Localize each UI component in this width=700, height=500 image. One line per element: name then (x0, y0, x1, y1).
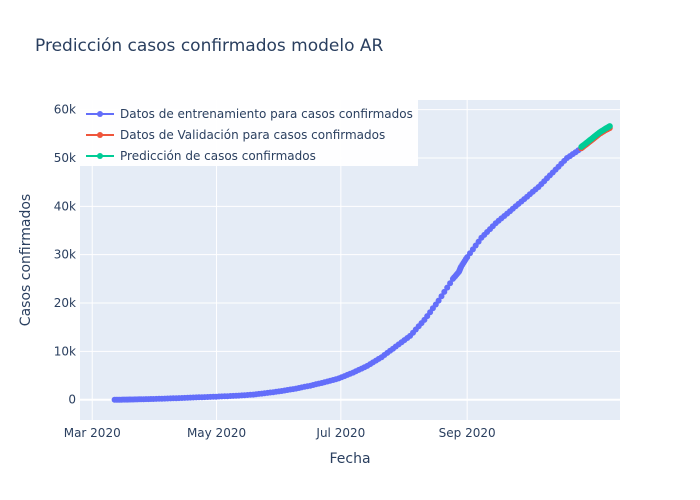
legend-label: Datos de entrenamiento para casos confir… (120, 107, 413, 121)
series-point (438, 293, 445, 300)
y-axis-title: Casos confirmados (18, 194, 34, 326)
legend-item-1: Datos de entrenamiento para casos confir… (86, 107, 413, 121)
y-tick-label: 10k (54, 344, 76, 358)
y-tick-label: 40k (54, 199, 76, 213)
x-tick-label: Mar 2020 (64, 426, 121, 440)
series-point (435, 297, 442, 304)
series-point (447, 280, 454, 287)
legend-label: Predicción de casos confirmados (120, 149, 316, 163)
legend-box (80, 100, 418, 166)
legend-label: Datos de Validación para casos confirmad… (120, 128, 385, 142)
y-tick-label: 20k (54, 296, 76, 310)
legend-item-3: Predicción de casos confirmados (86, 149, 316, 163)
x-tick-label: Sep 2020 (439, 426, 496, 440)
series-point (606, 123, 613, 130)
legend-swatch-marker (97, 132, 103, 138)
x-tick-label: May 2020 (187, 426, 246, 440)
series-point (444, 284, 451, 291)
legend-item-2: Datos de Validación para casos confirmad… (86, 128, 385, 142)
chart-title: Predicción casos confirmados modelo AR (35, 36, 384, 56)
legend[interactable]: Datos de entrenamiento para casos confir… (80, 100, 418, 166)
x-axis-ticks: Mar 2020 May 2020 Jul 2020 Sep 2020 (64, 426, 496, 440)
legend-swatch-marker (97, 111, 103, 117)
x-axis-title: Fecha (329, 451, 370, 467)
series-layer (111, 123, 613, 403)
series-3 (578, 123, 613, 150)
x-tick-label: Jul 2020 (315, 426, 365, 440)
y-tick-label: 50k (54, 151, 76, 165)
y-tick-label: 30k (54, 248, 76, 262)
y-tick-label: 60k (54, 103, 76, 117)
series-point (441, 288, 448, 295)
legend-swatch-marker (97, 153, 103, 159)
y-axis-ticks: 0 10k 20k 30k 40k 50k 60k (54, 103, 76, 407)
series-1 (111, 145, 585, 403)
y-tick-label: 0 (68, 393, 76, 407)
